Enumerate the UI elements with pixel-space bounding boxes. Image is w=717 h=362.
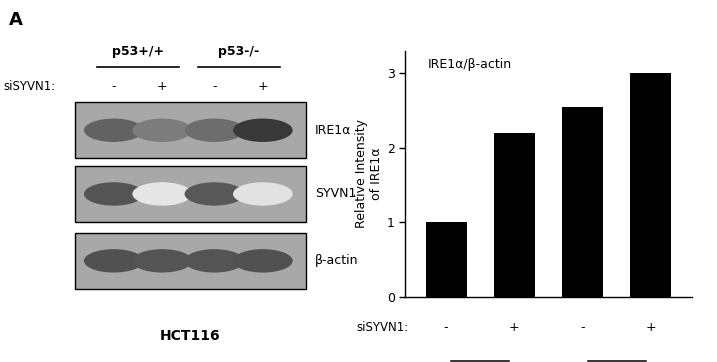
Ellipse shape	[184, 182, 244, 206]
Ellipse shape	[184, 118, 244, 142]
Text: p53+/+: p53+/+	[112, 45, 164, 58]
Text: siSYVN1:: siSYVN1:	[356, 321, 409, 334]
Ellipse shape	[184, 249, 244, 273]
Ellipse shape	[84, 182, 143, 206]
Text: A: A	[9, 11, 22, 29]
Bar	[562, 107, 603, 297]
Ellipse shape	[133, 118, 192, 142]
Bar	[75, 166, 305, 222]
Ellipse shape	[133, 249, 192, 273]
Bar	[630, 73, 671, 297]
Ellipse shape	[133, 182, 192, 206]
Text: HCT116: HCT116	[160, 329, 220, 343]
Text: p53-/-: p53-/-	[218, 45, 259, 58]
Text: -: -	[111, 80, 116, 93]
Text: IRE1α/β-actin: IRE1α/β-actin	[428, 58, 512, 71]
Ellipse shape	[84, 249, 143, 273]
Ellipse shape	[233, 182, 293, 206]
Text: +: +	[257, 80, 268, 93]
Text: +: +	[157, 80, 168, 93]
Ellipse shape	[84, 118, 143, 142]
Text: +: +	[509, 321, 520, 334]
Text: β-actin: β-actin	[315, 254, 358, 268]
Text: +: +	[645, 321, 656, 334]
Bar	[494, 133, 535, 297]
Bar	[75, 233, 305, 289]
Ellipse shape	[233, 249, 293, 273]
Bar	[75, 102, 305, 158]
Text: -: -	[444, 321, 448, 334]
Ellipse shape	[233, 118, 293, 142]
Text: IRE1α: IRE1α	[315, 124, 351, 137]
Y-axis label: Relative Intensity
of IRE1α: Relative Intensity of IRE1α	[354, 119, 383, 228]
Text: -: -	[580, 321, 585, 334]
Bar	[426, 222, 467, 297]
Text: SYVN1: SYVN1	[315, 188, 356, 201]
Text: siSYVN1:: siSYVN1:	[4, 80, 56, 93]
Text: -: -	[212, 80, 217, 93]
